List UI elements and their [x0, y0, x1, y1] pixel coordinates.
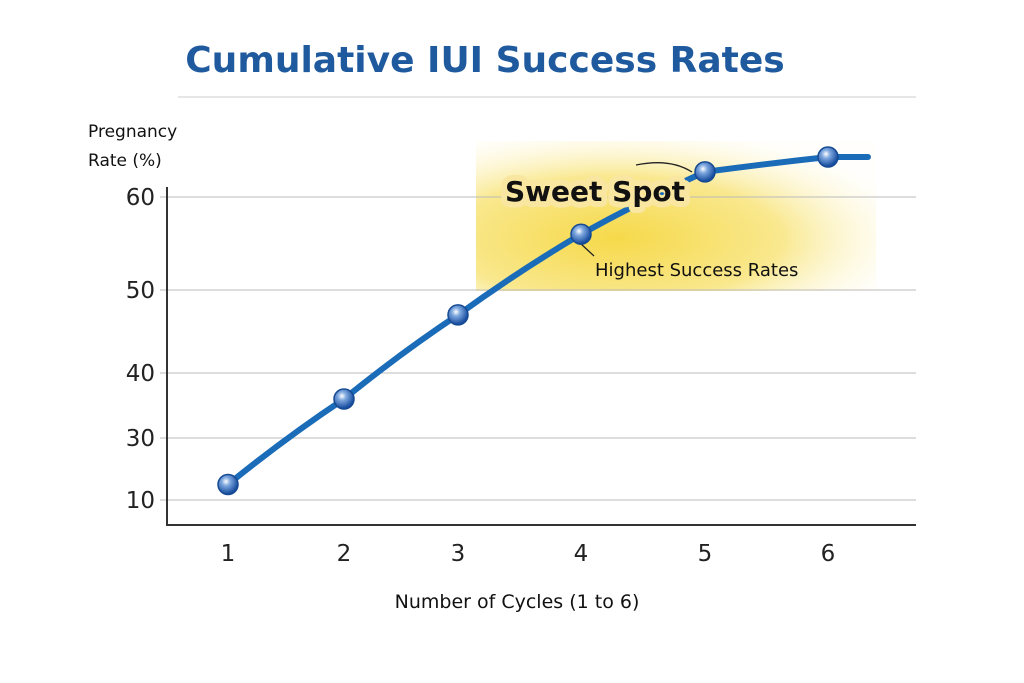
data-point — [817, 146, 839, 168]
y-axis-label-line1: Pregnancy — [88, 122, 177, 142]
chart-title: Cumulative IUI Success Rates — [185, 40, 784, 81]
annotation-pointer — [579, 242, 595, 257]
y-tick-label: 30 — [126, 426, 155, 452]
data-point — [447, 304, 469, 326]
x-tick-label: 5 — [698, 541, 713, 567]
y-tick-label: 10 — [126, 488, 155, 514]
y-tick-label: 60 — [126, 185, 155, 211]
data-point — [694, 161, 716, 183]
data-point — [333, 388, 355, 410]
y-tick-label: 40 — [126, 361, 155, 387]
x-tick-label: 4 — [574, 541, 589, 567]
sweet-spot-arrow — [635, 162, 693, 173]
y-tick-label: 50 — [126, 278, 155, 304]
sweet-spot-label: Sweet Spot — [505, 175, 685, 208]
x-tick-label: 3 — [451, 541, 466, 567]
x-tick-label: 6 — [821, 541, 836, 567]
y-axis-label-line2: Rate (%) — [88, 151, 162, 171]
data-point — [570, 223, 592, 245]
highest-success-annotation: Highest Success Rates — [595, 260, 798, 281]
x-tick-label: 2 — [337, 541, 352, 567]
sweet-spot-highlight — [476, 141, 876, 291]
x-tick-label: 1 — [221, 541, 236, 567]
x-axis-label: Number of Cycles (1 to 6) — [395, 591, 640, 613]
series-line — [225, 154, 871, 488]
data-point — [217, 473, 239, 496]
